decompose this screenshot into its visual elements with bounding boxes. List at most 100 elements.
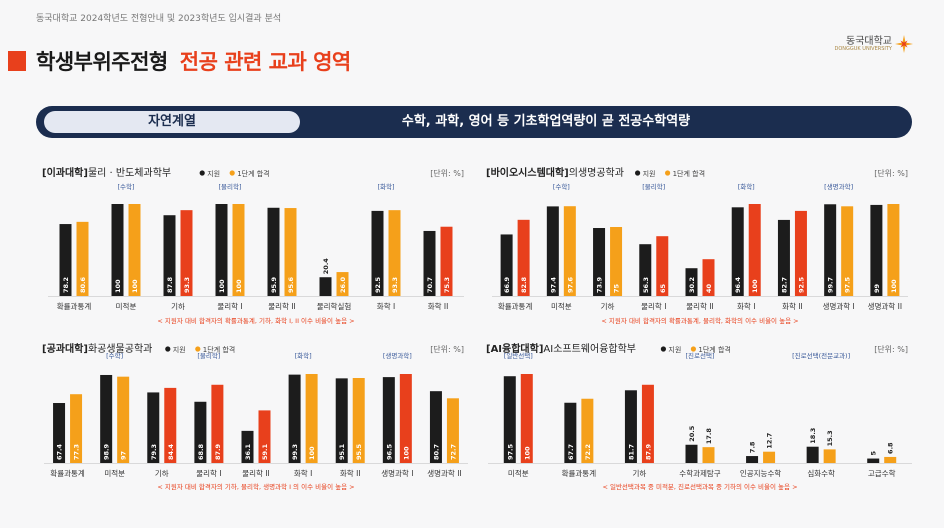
value-label-pass: 6.8 [887,442,895,454]
value-label-pass: 72.2 [584,444,592,460]
value-label-apply: 66.9 [503,276,511,293]
category-label: 기하 [633,468,647,478]
category-group: 66.9 82.8 확률과통계 [498,219,532,311]
group-tag: [물리학] [218,182,241,191]
bar-pass [258,410,271,463]
category-label: 화학 II [428,301,449,311]
chart-title-bracket: [공과대학] [42,342,88,355]
category-label: 미적분 [551,301,572,311]
chart-unit-label: [단위: %] [874,344,908,354]
value-label-apply: 100 [114,279,122,293]
bar-apply [777,219,790,296]
logo-star-icon [895,35,913,53]
bar-pass [641,384,654,463]
chart-unit-label: [단위: %] [430,344,464,354]
value-label-pass: 82.8 [520,276,528,293]
value-label-pass: 17.8 [705,428,713,445]
category-group: 67.7 72.2 확률과통계 [562,398,596,478]
bar-pass [884,456,897,463]
value-label-pass: 95.6 [287,276,295,293]
chart-title: [공과대학]화공생물공학과 [42,342,152,355]
logo-text: 동국대학교 [846,35,892,47]
chart-title-bracket: [이과대학] [42,166,88,179]
category-group: 68.8 87.9 물리학 I [물리학] [194,351,224,478]
bar-apply [111,204,124,296]
bar-pass [305,374,318,463]
group-tag: [물리학] [197,351,220,360]
bar-apply [163,215,176,296]
category-label: 생명과학 II [427,468,461,478]
bar-pass [520,374,533,463]
category-group: 100 100 물리학 I [물리학] [215,182,245,311]
group-tag: [화학] [377,182,394,191]
legend-dot-apply [199,170,205,176]
value-label-pass: 15.3 [826,430,834,446]
chart-svg: [AI융합대학]AI소프트웨어융합학부 지원 1단계 합격 [단위: %] 97.5 10… [486,342,912,491]
group-tag: [화학] [295,351,312,360]
category-group: 36.1 59.1 물리학 II [241,410,271,478]
bar-apply [639,244,652,296]
category-group: 5 6.8 고급수학 [867,442,897,478]
category-group: 80.7 72.7 생명과학 II [427,391,462,478]
chart-note: < 지원자 대비 합격자의 기하, 물리학, 생명과학 I 의 이수 비율이 높… [157,482,354,491]
chart-svg: [바이오시스템대학]의생명공학과 지원 1단계 합격 [단위: %] 66.9 82.8 확… [486,166,908,325]
value-label-apply: 7.8 [749,441,757,453]
category-label: 화학 II [782,301,803,311]
chart-panel-ai-software: [AI융합대학]AI소프트웨어융합학부 지원 1단계 합격 [단위: %] 97.5 10… [484,340,916,498]
category-group: 20.4 26.0 물리학실험 [317,258,352,311]
bar-apply [319,277,332,296]
category-group: 20.5 17.8 수학과제탐구 [진로선택] [679,351,720,478]
category-label: 확률과통계 [50,468,85,478]
value-label-apply: 36.1 [244,443,252,460]
group-tag: [수학] [553,182,570,191]
chart-panel-biomedical: [바이오시스템대학]의생명공학과 지원 1단계 합격 [단위: %] 66.9 82.8 확… [484,164,916,334]
legend-label-pass: 1단계 합격 [203,345,235,354]
chart-title-rest: 물리 · 반도체과학부 [88,167,171,179]
category-label: 물리학 I [217,301,242,311]
bar-pass [656,236,669,296]
chart-note: < 일반선택과목 중 미적분, 진로선택과목 중 기하의 이수 비율이 높음 > [602,482,797,491]
bar-apply [867,458,880,463]
legend-dot-pass [665,170,671,176]
value-label-apply: 67.4 [56,443,64,460]
bar-apply [100,374,113,463]
chart-title-bracket: [바이오시스템대학] [486,166,569,179]
group-tag: [진로선택(전문교과)] [792,351,850,360]
value-label-pass: 65 [659,283,667,293]
legend-label-apply: 지원 [207,169,220,178]
category-label: 물리학실험 [317,301,352,311]
category-group: 81.7 87.9 기하 [624,384,654,478]
value-label-pass: 87.9 [214,443,222,460]
bar-apply [593,228,606,296]
bar-pass [748,204,761,296]
value-label-pass: 100 [308,446,316,460]
category-label: 화학 I [737,301,755,311]
bar-pass [823,449,836,463]
category-group: 87.8 93.3 기하 [163,210,193,311]
legend-dot-pass [229,170,235,176]
value-label-apply: 30.2 [688,277,696,293]
university-logo: 동국대학교 DONGGUK UNIVERSITY [835,34,915,54]
category-label: 확률과통계 [57,301,92,311]
bar-pass [117,376,130,463]
bar-pass [563,206,576,296]
value-label-apply: 95.9 [270,276,278,293]
category-group: 7.8 12.7 인공지능수학 [740,433,781,478]
value-label-pass: 84.4 [167,443,175,460]
category-group: 30.2 40 물리학 II [685,259,715,311]
value-label-pass: 77.3 [73,444,81,460]
bar-apply [500,234,513,296]
value-label-pass: 75 [613,283,621,293]
group-tag: [생명과학] [383,351,412,360]
category-label: 생명과학 I [823,301,855,311]
category-label: 미적분 [116,301,137,311]
value-label-pass: 93.3 [391,277,399,293]
category-label: 화학 I [377,301,395,311]
logo-text-block: 동국대학교 DONGGUK UNIVERSITY [835,36,893,53]
bar-pass [440,226,453,296]
bar-apply [147,392,160,463]
value-label-pass: 72.7 [449,444,457,460]
value-label-pass: 59.1 [261,443,269,460]
bar-pass [180,210,193,296]
bar-apply [288,374,301,463]
